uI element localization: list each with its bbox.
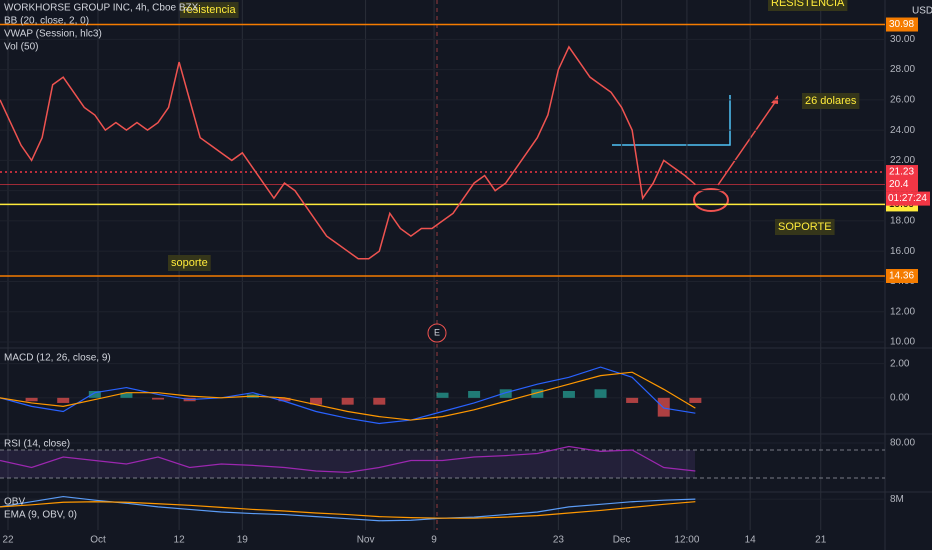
histogram-bar <box>278 397 291 402</box>
x-tick-label: 23 <box>553 535 565 546</box>
price-level-label: 14.36 <box>889 271 914 282</box>
histogram-bar <box>120 392 133 398</box>
price-level-box <box>886 269 918 283</box>
histogram-bar <box>499 389 512 398</box>
x-tick-label: 12 <box>174 535 186 546</box>
indicator-label: RSI (14, close) <box>4 439 70 450</box>
y-tick-label: 80.00 <box>890 438 915 449</box>
indicator-label: MACD (12, 26, close, 9) <box>4 353 111 364</box>
indicator-label: Vol (50) <box>4 42 38 53</box>
y-tick-label: 28.00 <box>890 64 915 75</box>
annotation: RESISTENCIA <box>771 0 845 9</box>
x-tick-label: 12:00 <box>674 535 699 546</box>
annotation-box <box>180 2 239 18</box>
histogram-bar <box>531 389 544 398</box>
price-level-label: 30.98 <box>889 19 914 30</box>
histogram-bar <box>626 397 639 403</box>
histogram-bar <box>689 397 702 403</box>
series-line <box>0 501 696 519</box>
y-tick-label: 0.00 <box>890 392 910 403</box>
y-tick-label: 26.00 <box>890 95 915 106</box>
annotation-box <box>768 0 848 11</box>
indicator-label: VWAP (Session, hlc3) <box>4 29 102 40</box>
y-tick-label: 10.00 <box>890 337 915 348</box>
rsi-band-fill <box>0 450 695 478</box>
y-tick-label: 30.00 <box>890 34 915 45</box>
x-tick-label: 14 <box>745 535 757 546</box>
y-tick-label: 16.00 <box>890 246 915 257</box>
price-level-box <box>886 165 918 180</box>
histogram-bar <box>341 397 354 405</box>
histogram-bar <box>468 391 481 398</box>
event-marker <box>427 323 447 343</box>
series-line <box>0 45 696 260</box>
series-line <box>0 371 696 421</box>
indicator-label: WORKHORSE GROUP INC, 4h, Cboe BZX <box>4 3 199 14</box>
x-tick-label: Oct <box>90 535 106 546</box>
histogram-bar <box>25 397 38 402</box>
countdown: 01:27:24 <box>888 193 927 204</box>
histogram-bar <box>152 397 165 400</box>
histogram-bar <box>88 391 101 398</box>
annotation-box <box>802 93 860 109</box>
currency: USD <box>912 6 932 17</box>
histogram-bar <box>657 397 670 417</box>
histogram-bar <box>310 397 323 405</box>
price-level-box <box>886 177 918 192</box>
series-line <box>0 445 696 474</box>
x-tick-label: 19 <box>237 535 249 546</box>
annotation-box <box>168 255 211 271</box>
indicator-label: BB (20, close, 2, 0) <box>4 16 89 27</box>
y-tick-label: 12.00 <box>890 306 915 317</box>
x-tick-label: Nov <box>357 535 375 546</box>
arrow <box>717 97 779 186</box>
y-tick-label: 24.00 <box>890 125 915 136</box>
annotation: soporte <box>171 257 208 269</box>
indicator-label: EMA (9, OBV, 0) <box>4 510 77 521</box>
histogram-bar <box>562 391 575 398</box>
price-level-label: 20.4 <box>889 179 909 190</box>
countdown-box <box>886 191 930 206</box>
x-tick-label: Dec <box>613 535 631 546</box>
x-tick-label: 22 <box>2 535 14 546</box>
series-line <box>0 366 696 425</box>
price-level-box <box>886 17 918 32</box>
histogram-bar <box>436 392 449 398</box>
histogram-bar <box>594 389 607 398</box>
x-tick-label: 9 <box>431 535 437 546</box>
y-tick-label: 18.00 <box>890 216 915 227</box>
annotation: SOPORTE <box>778 221 832 233</box>
x-tick-label: 21 <box>815 535 827 546</box>
histogram-bar <box>57 397 70 403</box>
y-tick-label: 8M <box>890 494 904 505</box>
histogram-bar <box>373 397 386 405</box>
annotation: 26 dolares <box>805 95 857 107</box>
highlight-ellipse <box>693 188 729 212</box>
event-label: E <box>434 327 440 337</box>
annotation-box <box>775 219 835 235</box>
projection-bracket <box>612 95 731 146</box>
y-tick-label: 2.00 <box>890 358 910 369</box>
y-tick-label: 22.00 <box>890 155 915 166</box>
indicator-label: OBV <box>4 497 25 508</box>
annotation: resistencia <box>183 4 236 16</box>
price-level-label: 21.23 <box>889 167 914 178</box>
